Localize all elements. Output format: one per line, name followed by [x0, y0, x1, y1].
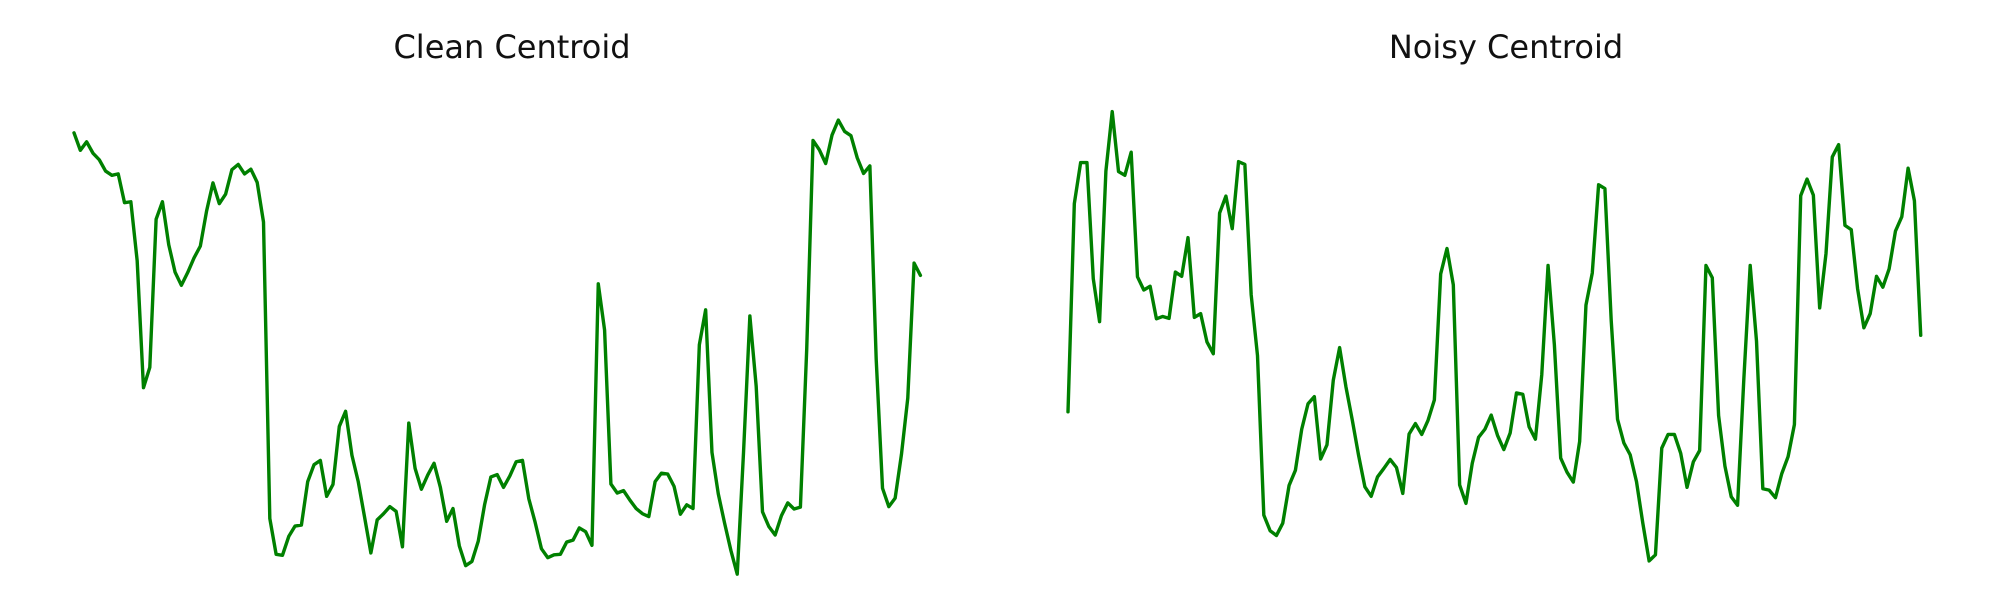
noisy-centroid-title: Noisy Centroid [1389, 28, 1623, 66]
noisy-centroid-panel: Noisy Centroid [1066, 28, 1923, 563]
clean-centroid-line [72, 118, 923, 576]
clean-centroid-panel: Clean Centroid [72, 28, 923, 576]
clean-centroid-title: Clean Centroid [393, 28, 630, 66]
noisy-centroid-line [1066, 109, 1923, 563]
